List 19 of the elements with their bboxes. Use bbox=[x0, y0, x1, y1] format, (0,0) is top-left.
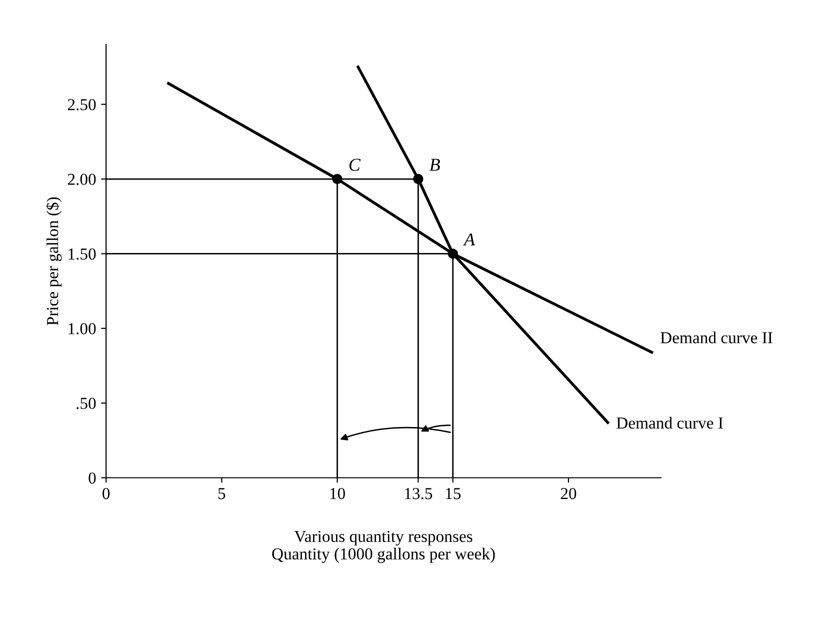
x-tick-label: 20 bbox=[560, 488, 576, 500]
y-axis-title: Price per gallon ($) bbox=[46, 197, 62, 326]
x-tick-label: 5 bbox=[218, 488, 226, 500]
x-tick-label: 15 bbox=[446, 488, 461, 500]
x-tick-label: 13.5 bbox=[405, 488, 432, 500]
y-tick-label: 0 bbox=[88, 472, 96, 484]
annotation: C bbox=[349, 158, 361, 171]
x-tick-label: 0 bbox=[102, 488, 110, 500]
y-tick-label: 2.50 bbox=[68, 99, 96, 110]
annotation: B bbox=[429, 158, 440, 171]
series-label: Demand curve I bbox=[616, 416, 723, 429]
x-axis-title: Various quantity responses Quantity (1000 gallons per week) bbox=[272, 530, 495, 563]
y-tick-label: 1.50 bbox=[68, 248, 96, 260]
annotation: A bbox=[463, 233, 476, 246]
x-tick-label: 10 bbox=[330, 488, 345, 500]
y-tick-label: .50 bbox=[76, 398, 96, 410]
y-tick-label: 2.00 bbox=[68, 174, 96, 186]
y-tick-label: 1.00 bbox=[68, 323, 96, 334]
series-label: Demand curve II bbox=[660, 332, 772, 344]
